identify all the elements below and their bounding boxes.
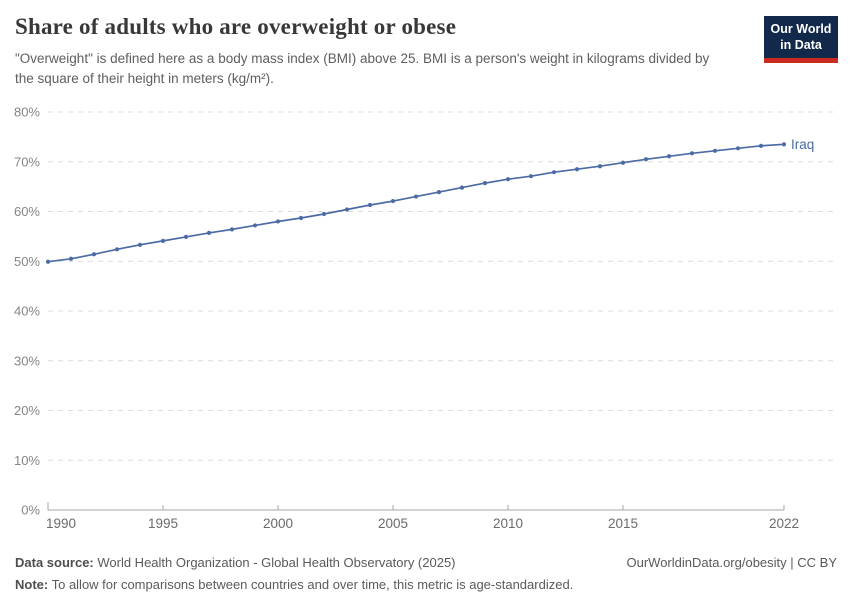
chart-header: Share of adults who are overweight or ob… xyxy=(0,0,850,90)
data-point-iraq-2011[interactable] xyxy=(528,174,534,179)
data-point-iraq-2001[interactable] xyxy=(298,215,304,221)
data-point-iraq-2007[interactable] xyxy=(436,189,442,195)
data-point-iraq-2002[interactable] xyxy=(321,211,327,217)
data-point-iraq-2019[interactable] xyxy=(712,148,718,153)
data-point-iraq-1997[interactable] xyxy=(206,230,212,235)
data-point-iraq-1991[interactable] xyxy=(68,256,74,261)
data-point-iraq-2013[interactable] xyxy=(574,167,580,172)
x-axis-label-2022: 2022 xyxy=(769,516,799,531)
datasource-value: World Health Organization - Global Healt… xyxy=(93,555,456,570)
data-point-iraq-2009[interactable] xyxy=(482,181,488,186)
y-axis-label-10: 10% xyxy=(14,453,40,468)
x-axis-label-1990: 1990 xyxy=(46,516,76,531)
note-label: Note: xyxy=(15,577,49,592)
data-point-iraq-2012[interactable] xyxy=(551,170,557,175)
data-point-iraq-1992[interactable] xyxy=(91,252,97,257)
x-axis-label-2005: 2005 xyxy=(378,516,408,531)
data-point-iraq-1999[interactable] xyxy=(252,223,258,228)
data-point-iraq-2022[interactable] xyxy=(781,142,787,147)
y-axis-label-50: 50% xyxy=(14,254,40,269)
data-point-iraq-2004[interactable] xyxy=(367,202,373,208)
data-point-iraq-2006[interactable] xyxy=(413,194,419,199)
data-point-iraq-2014[interactable] xyxy=(597,164,603,169)
y-axis-label-0: 0% xyxy=(21,503,40,518)
y-axis-label-40: 40% xyxy=(14,304,40,319)
y-axis-label-60: 60% xyxy=(14,204,40,219)
entity-label-iraq[interactable]: Iraq xyxy=(791,137,814,152)
chart-footer: Data source: World Health Organization -… xyxy=(0,555,850,592)
datasource-label: Data source: xyxy=(15,555,94,570)
data-point-iraq-1998[interactable] xyxy=(229,227,235,232)
data-point-iraq-1990[interactable] xyxy=(45,259,51,264)
data-point-iraq-2018[interactable] xyxy=(689,151,695,156)
data-point-iraq-2003[interactable] xyxy=(344,207,350,212)
y-axis-label-20: 20% xyxy=(14,403,40,418)
data-point-iraq-2000[interactable] xyxy=(275,219,281,224)
data-point-iraq-2005[interactable] xyxy=(390,198,396,204)
x-axis-label-2000: 2000 xyxy=(263,516,293,531)
x-axis-label-2015: 2015 xyxy=(608,516,638,531)
owid-logo[interactable]: Our World in Data xyxy=(764,16,838,64)
y-axis-label-80: 80% xyxy=(14,105,40,120)
data-point-iraq-1995[interactable] xyxy=(160,238,166,243)
note-value: To allow for comparisons between countri… xyxy=(48,577,574,592)
note-text: Note: To allow for comparisons between c… xyxy=(15,577,837,592)
data-point-iraq-2010[interactable] xyxy=(505,177,511,182)
data-point-iraq-2020[interactable] xyxy=(735,146,741,151)
y-axis-label-30: 30% xyxy=(14,353,40,368)
datasource-text: Data source: World Health Organization -… xyxy=(15,555,456,570)
chart-titles: Share of adults who are overweight or ob… xyxy=(15,14,720,90)
chart-subtitle: "Overweight" is defined here as a body m… xyxy=(15,51,710,87)
owid-logo-line1: Our World xyxy=(770,22,832,36)
x-axis-label-1995: 1995 xyxy=(148,516,178,531)
data-point-iraq-1994[interactable] xyxy=(137,242,143,247)
data-point-iraq-2021[interactable] xyxy=(758,143,764,148)
data-point-iraq-1993[interactable] xyxy=(114,247,120,252)
datasource-row: Data source: World Health Organization -… xyxy=(15,555,837,570)
x-axis-label-2010: 2010 xyxy=(493,516,523,531)
data-point-iraq-1996[interactable] xyxy=(183,234,189,239)
line-chart[interactable]: 0% 10% 20% 30% 40% 50% 60% 70% 80% 1990 1995 2000 20… xyxy=(0,98,850,545)
data-point-iraq-2017[interactable] xyxy=(666,154,672,159)
data-point-iraq-2015[interactable] xyxy=(620,160,626,165)
data-point-iraq-2016[interactable] xyxy=(643,157,649,162)
page-title: Share of adults who are overweight or ob… xyxy=(15,14,457,39)
owid-logo-line2: in Data xyxy=(780,37,822,52)
owid-license-link[interactable]: OurWorldinData.org/obesity | CC BY xyxy=(626,555,838,570)
y-axis-label-70: 70% xyxy=(14,154,40,169)
data-point-iraq-2008[interactable] xyxy=(459,185,465,190)
